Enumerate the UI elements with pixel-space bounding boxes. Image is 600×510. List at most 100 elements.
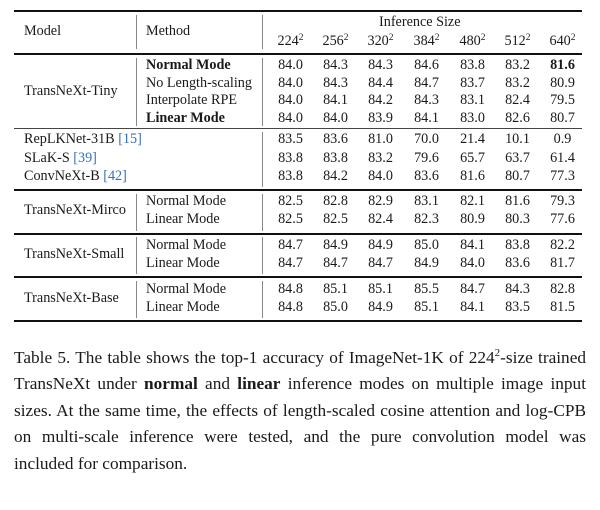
method-divider-header <box>262 15 263 49</box>
value-cell: 83.5 <box>505 298 530 315</box>
value-cell: 10.1 <box>505 131 530 147</box>
baseline-model: SLaK-S [39] <box>24 149 97 166</box>
value-cell: 84.0 <box>278 109 303 126</box>
value-cell: 85.1 <box>368 281 393 297</box>
header-model: Model <box>24 23 62 39</box>
table-caption: Table 5. The table shows the top-1 accur… <box>14 345 586 477</box>
citation-link[interactable]: [42] <box>103 168 127 185</box>
value-cell: 83.8 <box>505 237 530 253</box>
header-method: Method <box>146 23 191 39</box>
value-cell: 85.1 <box>323 281 348 297</box>
value-cell: 85.1 <box>414 298 439 315</box>
value-cell: 83.8 <box>460 57 485 73</box>
value-cell: 85.5 <box>414 281 439 297</box>
value-cell: 84.7 <box>368 254 393 271</box>
model-divider-header <box>136 15 137 49</box>
model-name: TransNeXt-Tiny <box>24 83 118 100</box>
value-cell: 84.1 <box>414 109 439 126</box>
model-divider-mirco <box>136 194 137 231</box>
baselines-bottom-rule <box>14 189 582 191</box>
value-cell: 84.9 <box>323 237 348 253</box>
value-cell: 84.3 <box>323 57 348 73</box>
method-name: Normal Mode <box>146 237 226 253</box>
method-name: No Length-scaling <box>146 74 252 91</box>
value-cell: 82.5 <box>278 193 303 209</box>
model-name: TransNeXt-Mirco <box>24 201 126 218</box>
value-cell: 84.3 <box>323 74 348 91</box>
citation-link[interactable]: [15] <box>118 131 142 147</box>
method-divider-base <box>262 281 263 318</box>
value-cell: 84.7 <box>414 74 439 91</box>
value-cell: 84.0 <box>460 254 485 271</box>
small-bottom-rule <box>14 276 582 278</box>
header-size-480: 4802 <box>459 33 486 49</box>
header-rule <box>14 53 582 55</box>
header-size-512: 5122 <box>504 33 531 49</box>
value-cell: 80.9 <box>460 210 485 227</box>
value-cell: 83.6 <box>505 254 530 271</box>
header-inference-size: Inference Size <box>379 14 461 30</box>
value-cell: 80.7 <box>550 109 575 126</box>
model-divider-base <box>136 281 137 318</box>
value-cell: 61.4 <box>550 149 575 166</box>
value-cell: 81.6 <box>550 57 575 73</box>
value-cell: 0.9 <box>553 131 572 147</box>
value-cell: 84.0 <box>278 74 303 91</box>
value-cell: 84.1 <box>460 237 485 253</box>
value-cell: 84.1 <box>460 298 485 315</box>
value-cell: 82.4 <box>368 210 393 227</box>
value-cell: 84.8 <box>278 298 303 315</box>
value-cell: 83.9 <box>368 109 393 126</box>
method-divider-baselines <box>262 132 263 187</box>
header-size-640: 6402 <box>549 33 576 49</box>
value-cell: 80.7 <box>505 168 530 185</box>
value-cell: 83.5 <box>278 131 303 147</box>
method-divider-mirco <box>262 194 263 231</box>
value-cell: 79.6 <box>414 149 439 166</box>
value-cell: 83.2 <box>505 74 530 91</box>
value-cell: 83.8 <box>278 149 303 166</box>
method-divider-tiny <box>262 58 263 126</box>
value-cell: 82.3 <box>414 210 439 227</box>
value-cell: 81.7 <box>550 254 575 271</box>
baseline-model: RepLKNet-31B [15] <box>24 131 142 147</box>
value-cell: 84.3 <box>414 92 439 108</box>
value-cell: 84.2 <box>368 92 393 108</box>
method-name: Linear Mode <box>146 210 220 227</box>
value-cell: 84.0 <box>323 109 348 126</box>
method-divider-small <box>262 237 263 274</box>
value-cell: 83.0 <box>460 109 485 126</box>
citation-link[interactable]: [39] <box>73 149 97 166</box>
tiny-bottom-rule <box>14 128 582 129</box>
value-cell: 82.1 <box>460 193 485 209</box>
model-name: TransNeXt-Base <box>24 289 119 306</box>
value-cell: 82.6 <box>505 109 530 126</box>
value-cell: 77.3 <box>550 168 575 185</box>
model-divider-tiny <box>136 58 137 126</box>
value-cell: 81.0 <box>368 131 393 147</box>
value-cell: 84.9 <box>414 254 439 271</box>
value-cell: 81.6 <box>505 193 530 209</box>
method-name: Linear Mode <box>146 109 225 126</box>
method-name: Interpolate RPE <box>146 92 238 108</box>
model-name: TransNeXt-Small <box>24 245 125 262</box>
top-rule <box>14 10 582 12</box>
value-cell: 82.5 <box>278 210 303 227</box>
caption-text-1: The table shows the top-1 accuracy of Im… <box>70 348 469 367</box>
caption-text-3: and <box>197 374 238 394</box>
value-cell: 84.0 <box>368 168 393 185</box>
method-name: Normal Mode <box>146 57 231 73</box>
model-divider-small <box>136 237 137 274</box>
value-cell: 79.3 <box>550 193 575 209</box>
value-cell: 84.2 <box>323 168 348 185</box>
value-cell: 82.9 <box>368 193 393 209</box>
value-cell: 63.7 <box>505 149 530 166</box>
value-cell: 84.4 <box>368 74 393 91</box>
value-cell: 77.6 <box>550 210 575 227</box>
value-cell: 81.5 <box>550 298 575 315</box>
value-cell: 79.5 <box>550 92 575 108</box>
method-name: Normal Mode <box>146 193 226 209</box>
value-cell: 84.6 <box>414 57 439 73</box>
caption-label: Table 5. <box>14 348 71 367</box>
value-cell: 84.7 <box>278 237 303 253</box>
